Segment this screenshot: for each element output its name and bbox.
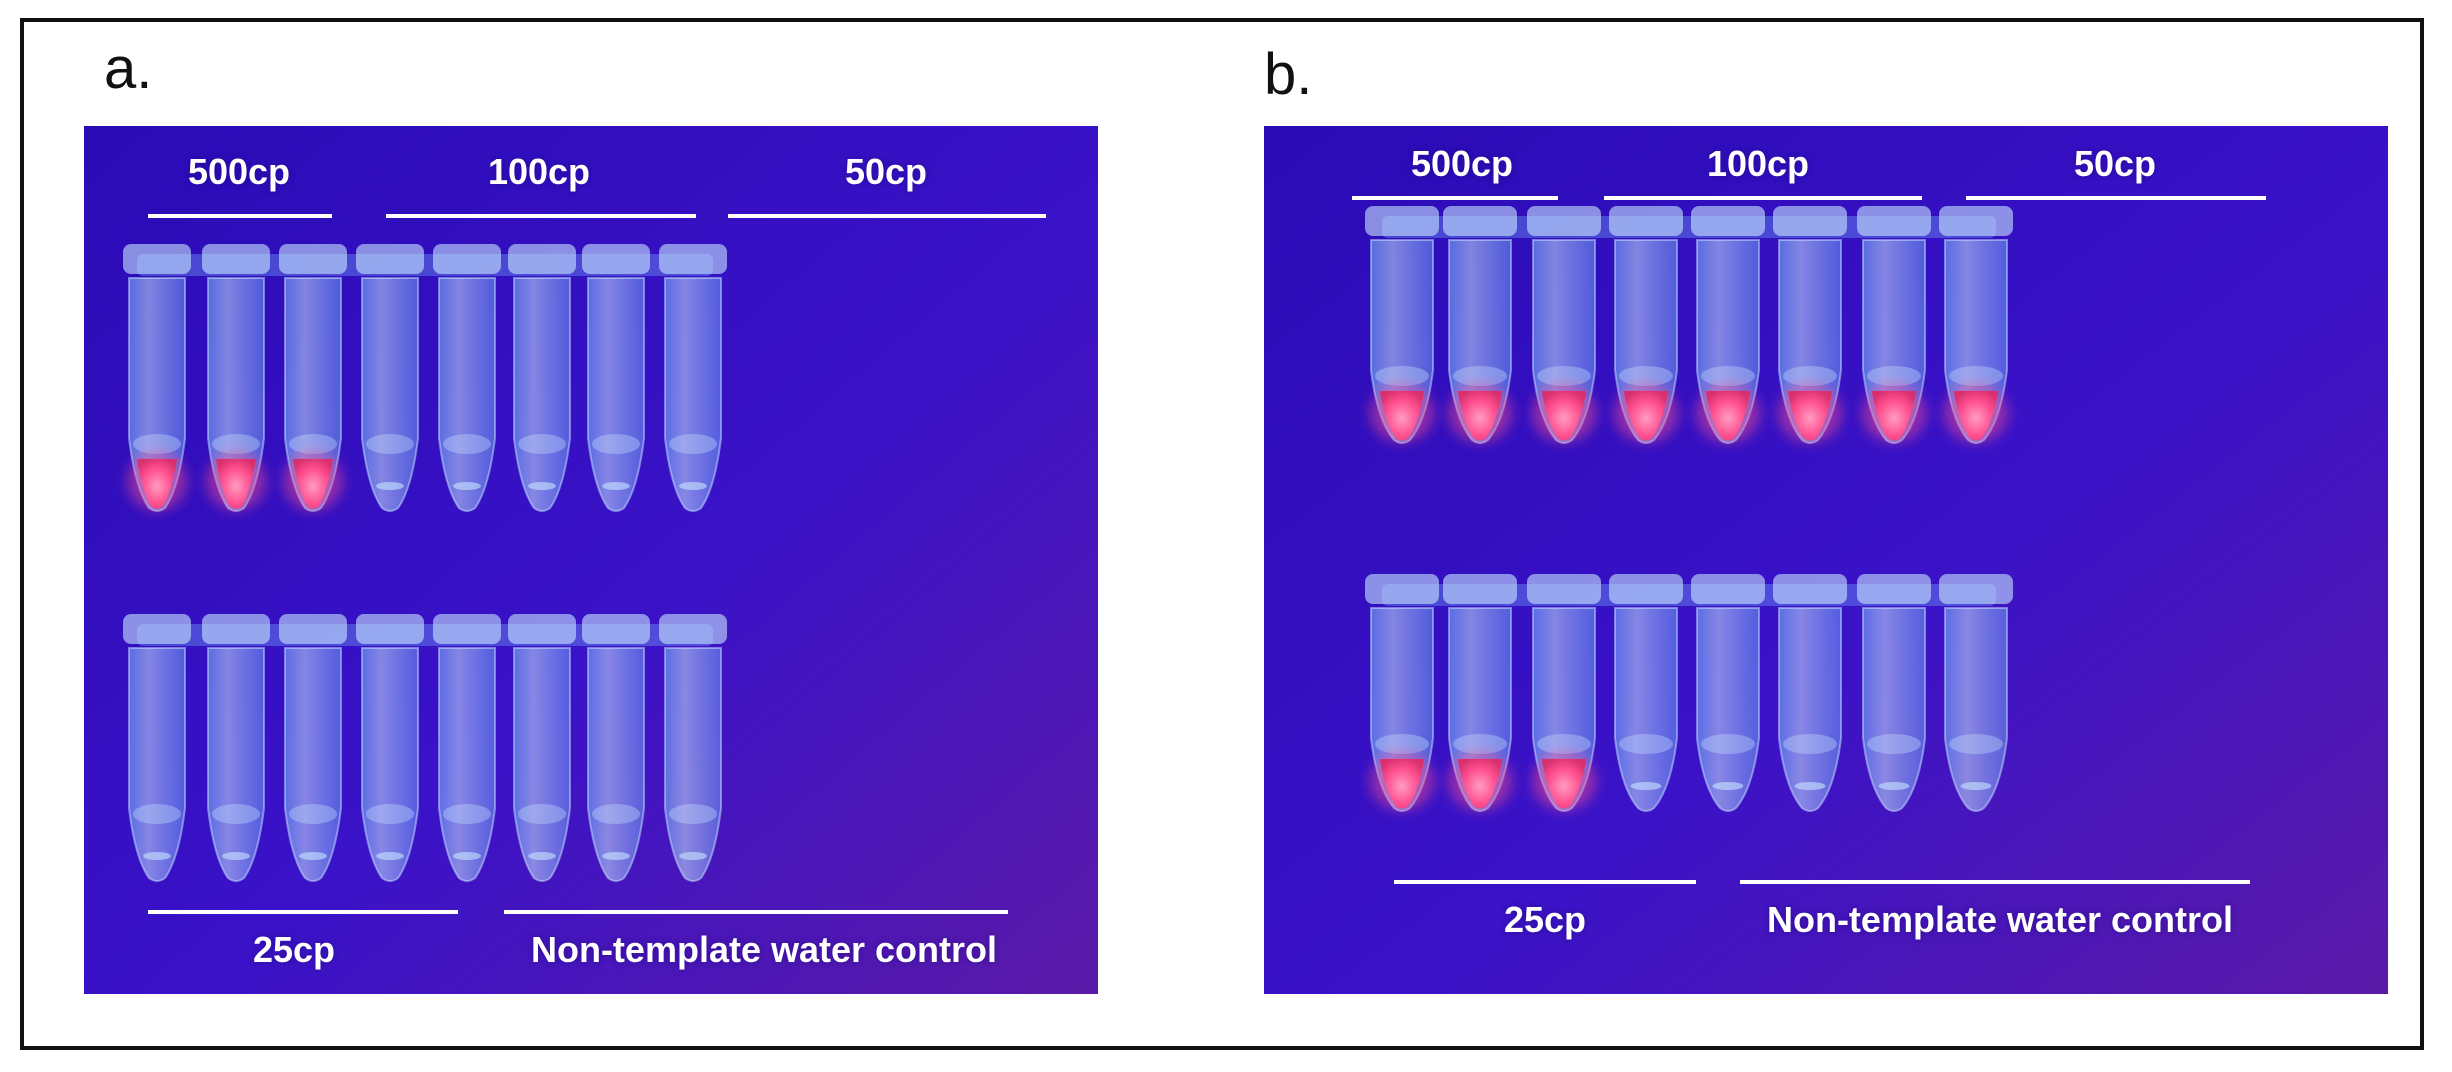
tube-bottom-4-clear [1609, 574, 1683, 812]
panel-a-photo: 500cp 100cp 50cp 25cp Non-template water… [84, 126, 1098, 994]
label-25cp: 25cp [252, 929, 336, 970]
tube-top-2-pink [1443, 206, 1517, 444]
tube-top-1-pink [123, 244, 191, 512]
line-25cp [1394, 880, 1696, 884]
line-ntc [504, 910, 1008, 914]
tube-bottom-4-clear [356, 614, 424, 882]
label-500cp: 500cp [187, 151, 291, 192]
figure-frame [20, 18, 2424, 1050]
panel-b-label: b. [1264, 42, 1313, 107]
line-100cp [1604, 196, 1922, 200]
tube-bottom-7-clear [582, 614, 650, 882]
label-50cp: 50cp [2073, 143, 2157, 184]
tube-bottom-1-clear [123, 614, 191, 882]
label-25cp: 25cp [1503, 899, 1587, 940]
tube-top-7-clear [582, 244, 650, 512]
tube-bottom-5-clear [433, 614, 501, 882]
tube-bottom-8-clear [659, 614, 727, 882]
tube-bottom-3-clear [279, 614, 347, 882]
label-500cp: 500cp [1410, 143, 1514, 184]
line-25cp [148, 910, 458, 914]
tube-bottom-6-clear [508, 614, 576, 882]
panel-a-label: a. [104, 36, 153, 101]
tube-top-7-pink [1857, 206, 1931, 444]
line-500cp [148, 214, 332, 218]
tube-bottom-3-pink [1527, 574, 1601, 812]
panel-b-photo: 500cp 100cp 50cp 25cp Non-template water… [1264, 126, 2388, 994]
tube-bottom-2-clear [202, 614, 270, 882]
label-100cp: 100cp [1706, 143, 1810, 184]
tube-top-4-pink [1609, 206, 1683, 444]
line-50cp [728, 214, 1046, 218]
label-100cp: 100cp [487, 151, 591, 192]
tube-bottom-2-pink [1443, 574, 1517, 812]
panel-a-tubes [84, 126, 1098, 994]
label-ntc: Non-template water control [1766, 899, 2234, 940]
tube-top-6-pink [1773, 206, 1847, 444]
tube-bottom-6-clear [1773, 574, 1847, 812]
label-ntc: Non-template water control [530, 929, 998, 970]
line-100cp [386, 214, 696, 218]
tube-top-6-clear [508, 244, 576, 512]
tube-top-1-pink [1365, 206, 1439, 444]
tube-top-4-clear [356, 244, 424, 512]
tube-top-3-pink [1527, 206, 1601, 444]
tube-bottom-7-clear [1857, 574, 1931, 812]
tube-top-5-clear [433, 244, 501, 512]
tube-top-8-clear [659, 244, 727, 512]
tube-bottom-8-clear [1939, 574, 2013, 812]
tube-bottom-5-clear [1691, 574, 1765, 812]
line-ntc [1740, 880, 2250, 884]
tube-top-5-pink [1691, 206, 1765, 444]
tube-top-8-pink [1939, 206, 2013, 444]
line-500cp [1352, 196, 1558, 200]
panel-b-tubes [1264, 126, 2388, 994]
tube-top-3-pink [279, 244, 347, 512]
line-50cp [1966, 196, 2266, 200]
tube-bottom-1-pink [1365, 574, 1439, 812]
tube-top-2-pink [202, 244, 270, 512]
label-50cp: 50cp [844, 151, 928, 192]
